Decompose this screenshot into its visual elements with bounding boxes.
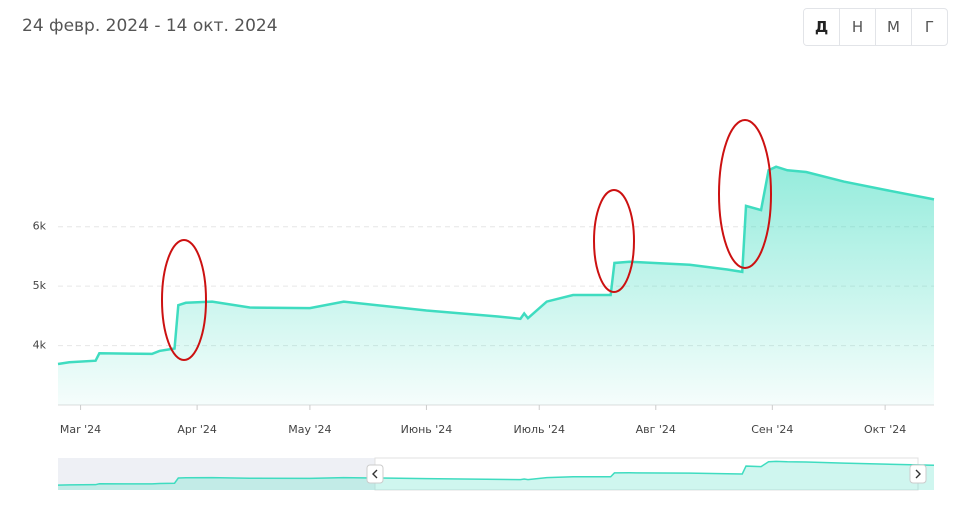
range-button[interactable]: Д	[804, 9, 839, 45]
highlight-ellipse	[718, 119, 772, 269]
x-tick-label: Окт '24	[864, 423, 906, 436]
y-tick-label: 5k	[33, 279, 47, 292]
x-tick-label: Авг '24	[636, 423, 676, 436]
highlight-ellipse	[593, 189, 635, 293]
x-tick-label: Mar '24	[60, 423, 101, 436]
handle-box	[366, 464, 384, 484]
area	[58, 166, 934, 405]
y-tick-label: 4k	[33, 339, 47, 352]
range-button[interactable]: Н	[839, 9, 875, 45]
x-tick-label: May '24	[288, 423, 331, 436]
x-tick-label: Apr '24	[177, 423, 217, 436]
x-tick-label: Июнь '24	[401, 423, 453, 436]
navigator-mask	[58, 458, 375, 490]
navigator-handle[interactable]	[909, 464, 927, 484]
handle-arrow	[372, 469, 378, 479]
range-button[interactable]: М	[875, 9, 911, 45]
line	[57, 165, 935, 366]
navigator-area	[58, 461, 934, 490]
handle-arrow	[915, 469, 921, 479]
chart-title: 24 февр. 2024 - 14 окт. 2024	[22, 16, 278, 36]
y-tick-label: 6k	[33, 220, 47, 233]
handle-box	[909, 464, 927, 484]
x-tick-label: Сен '24	[751, 423, 793, 436]
highlight-ellipse	[161, 239, 207, 361]
range-button[interactable]: Г	[911, 9, 947, 45]
navigator-handle[interactable]	[366, 464, 384, 484]
x-tick-label: Июль '24	[513, 423, 565, 436]
navigator-line	[57, 460, 935, 486]
